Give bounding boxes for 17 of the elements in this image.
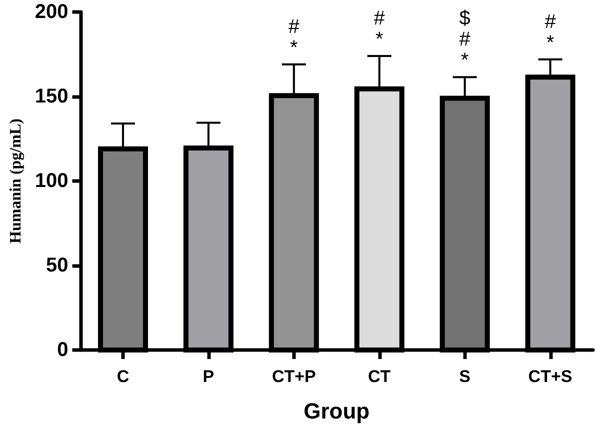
x-tick-label: P: [202, 367, 214, 386]
x-tick-label: CT+P: [272, 367, 316, 386]
x-tick-label: C: [116, 367, 130, 386]
x-axis-title: Group: [304, 398, 370, 424]
y-tick-label: 0: [57, 339, 68, 361]
y-tick-label: 200: [34, 1, 68, 23]
y-tick-label: 150: [34, 86, 68, 108]
x-tick-label: S: [459, 367, 470, 386]
annotation: # *: [544, 10, 557, 54]
y-tick-label: 50: [46, 254, 68, 276]
x-tick-label: CT: [368, 367, 392, 386]
x-tick-label: CT+S: [528, 367, 572, 386]
annotation: # *: [288, 16, 300, 59]
y-tick-label: 100: [34, 170, 68, 192]
annotation: $ # *: [459, 8, 472, 72]
y-axis-title: Humanin (pg/mL): [8, 118, 24, 244]
annotation: # *: [374, 7, 386, 50]
